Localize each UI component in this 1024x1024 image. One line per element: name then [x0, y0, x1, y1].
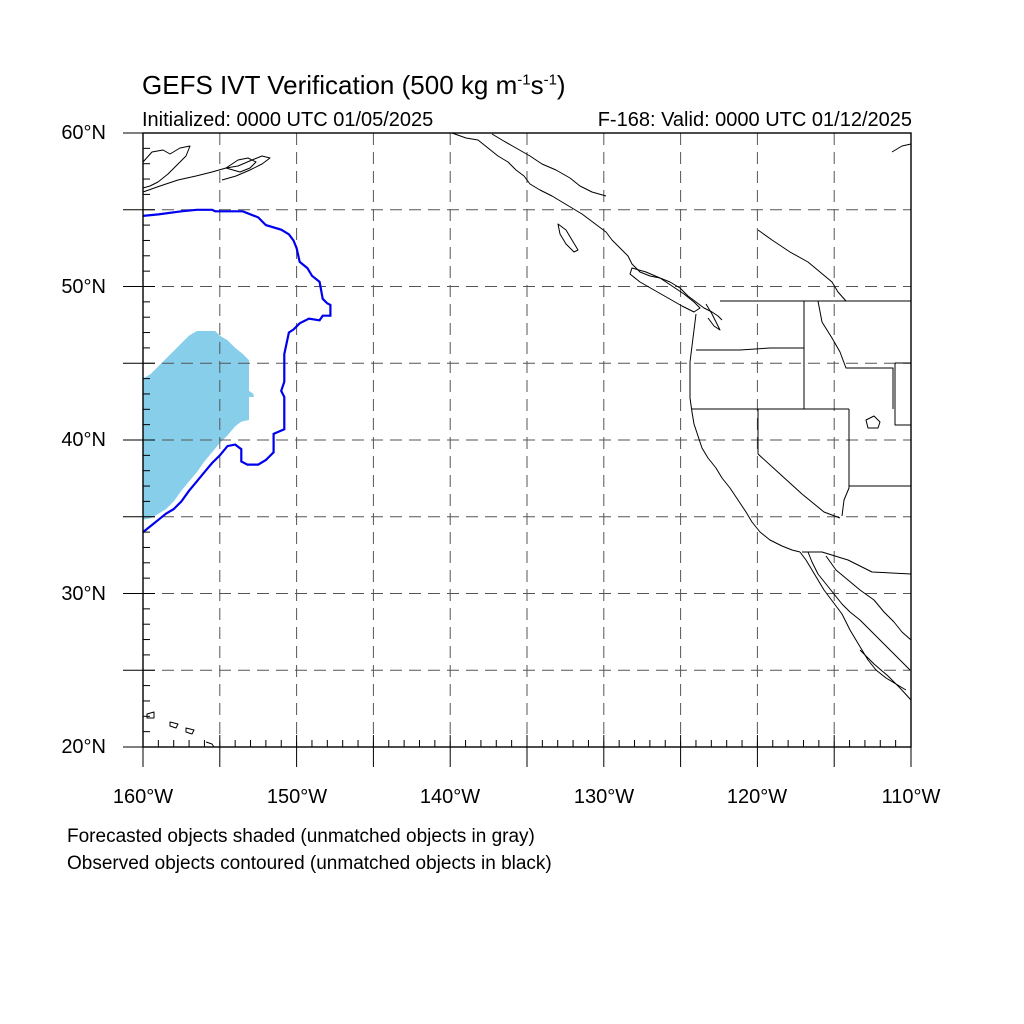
id-mt-border: [817, 300, 894, 409]
init-time-label: Initialized: 0000 UTC 01/05/2025: [142, 109, 434, 131]
axis-ticks: [123, 132, 912, 767]
lon-label-160w: 160°W: [112, 786, 174, 808]
baja-west-coast: [799, 551, 907, 691]
se-alaska-coast: [451, 132, 723, 321]
title-end: ): [556, 70, 566, 100]
title-exp2: -1: [543, 71, 557, 89]
title-main: GEFS IVT Verification (500 kg m: [142, 70, 518, 100]
top-right-coast: [891, 143, 912, 153]
puget-sound: [705, 303, 721, 331]
hawaii-islands: [146, 711, 215, 748]
wy-border: [894, 362, 911, 426]
figure-title: GEFS IVT Verification (500 kg m-1s-1): [142, 70, 566, 101]
vancouver-island: [629, 267, 701, 313]
lon-label-110w: 110°W: [881, 786, 941, 808]
us-mexico-border: [802, 551, 912, 575]
forecast-note: Forecasted objects shaded (unmatched obj…: [67, 826, 535, 847]
lon-label-150w: 150°W: [266, 786, 328, 808]
lon-label-130w: 130°W: [573, 786, 635, 808]
haida-gwaii: [557, 223, 579, 253]
kodiak-island: [225, 157, 257, 173]
lon-label-140w: 140°W: [419, 786, 481, 808]
observed-note: Observed objects contoured (unmatched ob…: [67, 853, 552, 874]
lat-label-50: 50°N: [61, 276, 106, 298]
great-salt-lake: [865, 415, 881, 429]
us-west-coast: [689, 313, 801, 553]
valid-time-label: F-168: Valid: 0000 UTC 01/12/2025: [597, 109, 912, 131]
alaska-coast: [142, 145, 191, 189]
nv-az-border: [841, 409, 850, 517]
bc-inland-border: [491, 133, 607, 197]
observed-object-contour: [142, 208, 332, 533]
lat-label-30: 30°N: [61, 583, 106, 605]
canada-inland: [757, 229, 847, 302]
wa-or-border: [696, 347, 804, 351]
lat-label-20: 20°N: [61, 736, 106, 758]
lon-label-120w: 120°W: [726, 786, 788, 808]
title-exp1: -1: [517, 71, 531, 89]
coastlines: [142, 132, 912, 748]
mexico-mainland-coast: [825, 555, 912, 641]
forecast-object-shade: [143, 331, 254, 520]
ca-nv-border: [757, 409, 841, 519]
baja-east-coast: [807, 551, 911, 671]
lat-label-60: 60°N: [61, 122, 106, 144]
lat-label-40: 40°N: [61, 429, 106, 451]
lat-lon-grid: [143, 133, 911, 747]
mexico-south-coast: [859, 649, 912, 701]
alaska-peninsula: [142, 155, 271, 193]
title-mid: s: [530, 70, 544, 100]
